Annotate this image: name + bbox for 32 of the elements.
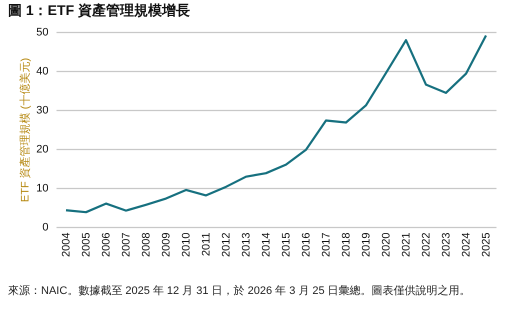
x-tick-label: 2016 xyxy=(300,232,312,257)
y-tick-label: 0 xyxy=(42,222,48,234)
y-tick-label: 20 xyxy=(36,144,48,156)
line-series xyxy=(64,34,488,214)
x-tick-label: 2018 xyxy=(340,232,352,257)
x-tick-label: 2022 xyxy=(420,232,432,257)
y-axis-title: ETF 資產管理規模 (十億美元) xyxy=(18,58,32,202)
y-tick-label: 50 xyxy=(36,26,48,38)
x-tick-label: 2023 xyxy=(440,232,452,257)
x-tick-label: 2014 xyxy=(260,232,272,257)
x-tick-label: 2008 xyxy=(140,232,152,257)
y-tick-label: 10 xyxy=(36,182,48,194)
x-tick-label: 2004 xyxy=(60,232,72,257)
x-tick-label: 2024 xyxy=(460,232,472,257)
x-tick-label: 2015 xyxy=(280,232,292,257)
x-tick-label: 2005 xyxy=(80,232,92,257)
x-tick-label: 2020 xyxy=(380,232,392,257)
x-tick-label: 2021 xyxy=(400,232,412,257)
x-tick-label: 2006 xyxy=(100,232,112,257)
y-tick-label: 30 xyxy=(36,104,48,116)
x-tick-label: 2019 xyxy=(360,232,372,257)
x-tick-label: 2025 xyxy=(480,232,492,257)
x-tick-label: 2011 xyxy=(200,232,212,256)
x-tick-label: 2017 xyxy=(320,232,332,257)
x-tick-label: 2007 xyxy=(120,232,132,257)
x-tick-label: 2012 xyxy=(220,232,232,257)
x-tick-label: 2013 xyxy=(240,232,252,257)
chart-title: 圖 1：ETF 資產管理規模增長 xyxy=(8,2,190,18)
x-tick-label: 2010 xyxy=(180,232,192,257)
x-tick-label: 2009 xyxy=(160,232,172,257)
y-tick-label: 40 xyxy=(36,66,48,78)
text: 來源：NAIC。數據截至 2025 年 12 月 31 日，於 2026 年 3 月 25 日彙總。圖表僅供說明之用。 xyxy=(8,284,472,299)
